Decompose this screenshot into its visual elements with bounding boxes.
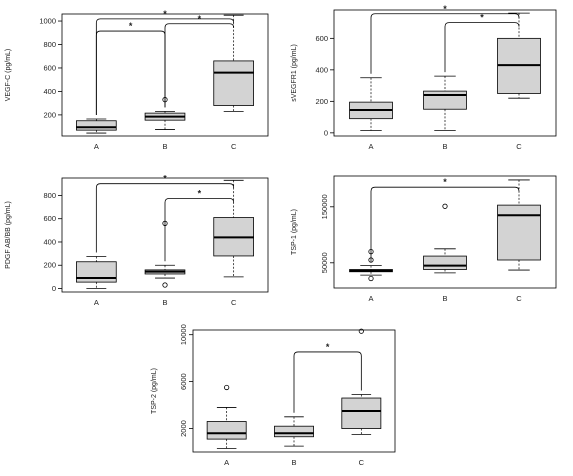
category-label-c: C [231, 298, 237, 307]
y-tick-label: 400 [43, 87, 56, 96]
plot-frame [333, 9, 557, 137]
box-iqr [423, 90, 467, 110]
significance-bracket [164, 23, 235, 108]
y-tick-label: 800 [43, 40, 56, 49]
category-label-a: A [94, 142, 99, 151]
boxplot-panel-2: 0 200 400 600 sVEGFR1 (pg/mL) A B C * * [291, 4, 557, 151]
box-group-a [206, 384, 247, 449]
significance-bracket [95, 183, 235, 253]
y-tick-label: 6000 [179, 373, 188, 390]
significance-star: * [163, 174, 167, 184]
box-group-b [144, 97, 186, 130]
y-tick-label: 200 [43, 110, 56, 119]
box-group-c [213, 179, 254, 278]
y-axis-label: TSP-2 (pg/mL) [151, 368, 158, 414]
outlier-point [442, 203, 448, 209]
significance-star: * [480, 13, 484, 23]
significance-star: * [198, 189, 202, 199]
category-label-a: A [94, 298, 99, 307]
outlier-point [358, 328, 364, 334]
category-label-b: B [162, 298, 167, 307]
box-iqr [213, 60, 254, 106]
significance-bracket [370, 13, 520, 74]
box-group-c [341, 328, 382, 435]
plot-frame [192, 329, 396, 453]
box-group-c [497, 12, 541, 99]
box-group-a [349, 77, 393, 131]
significance-star: * [163, 9, 167, 19]
boxplot-panel-4: 50000 150000 TSP-1 (pg/mL) A B C * [291, 175, 557, 303]
plot-frame [61, 177, 269, 293]
y-tick-label: 400 [43, 237, 56, 246]
plot-frame [61, 13, 269, 137]
box-group-b [423, 203, 467, 274]
significance-bracket [164, 198, 235, 262]
plot-frame [333, 175, 557, 289]
y-tick-label: 400 [315, 65, 328, 74]
significance-bracket [370, 186, 520, 262]
y-tick-label: 150000 [320, 194, 329, 219]
y-tick-label: 600 [43, 214, 56, 223]
y-tick-label: 800 [43, 191, 56, 200]
category-label-a: A [368, 142, 373, 151]
y-axis-label: TSP-1 (pg/mL) [291, 209, 298, 255]
y-tick-label: 600 [315, 34, 328, 43]
category-label-c: C [516, 294, 522, 303]
significance-bracket [95, 18, 235, 115]
box-iqr [341, 397, 382, 429]
category-label-a: A [368, 294, 373, 303]
box-iqr [76, 261, 117, 283]
outlier-point [224, 384, 230, 391]
y-tick-label: 2000 [179, 420, 188, 437]
category-label-a: A [224, 458, 229, 467]
box-group-b [274, 416, 314, 447]
y-tick-label: 0 [52, 284, 56, 293]
y-tick-label: 200 [43, 261, 56, 270]
y-tick-label: 50000 [320, 252, 329, 273]
boxplot-panel-3: 0 200 400 600 800 PDGF AB/BB (pg/mL) A B C * * [5, 174, 269, 307]
box-group-c [497, 179, 541, 271]
box-iqr [274, 425, 314, 438]
significance-star: * [129, 21, 133, 31]
y-axis-label: sVEGFR1 (pg/mL) [291, 44, 298, 102]
box-group-c [213, 14, 254, 112]
y-tick-label: 200 [315, 97, 328, 106]
outlier-point [368, 275, 374, 282]
box-group-a [76, 118, 117, 134]
outlier-point [162, 282, 168, 288]
y-axis-label: VEGF-C (pg/mL) [5, 49, 12, 102]
box-iqr [76, 120, 117, 131]
category-label-b: B [442, 142, 447, 151]
significance-star: * [443, 4, 447, 14]
category-label-c: C [516, 142, 522, 151]
significance-star: * [443, 177, 447, 187]
box-group-b [423, 75, 467, 131]
box-iqr [423, 255, 467, 270]
boxplot-panel-5: 2000 6000 10000 TSP-2 (pg/mL) A B C * [151, 324, 396, 467]
y-tick-label: 1000 [39, 17, 56, 26]
y-axis-label: PDGF AB/BB (pg/mL) [5, 201, 12, 269]
category-label-b: B [442, 294, 447, 303]
category-label-b: B [291, 458, 296, 467]
significance-bracket [293, 351, 362, 413]
significance-star: * [326, 342, 330, 352]
box-iqr [206, 421, 247, 440]
box-iqr [497, 204, 541, 261]
y-tick-label: 10000 [179, 324, 188, 345]
y-tick-label: 600 [43, 63, 56, 72]
category-label-b: B [162, 142, 167, 151]
significance-bracket [444, 22, 520, 73]
category-label-c: C [359, 458, 365, 467]
y-tick-label: 0 [324, 128, 328, 137]
category-label-c: C [231, 142, 237, 151]
box-group-a [76, 256, 117, 289]
significance-bracket [95, 30, 166, 115]
